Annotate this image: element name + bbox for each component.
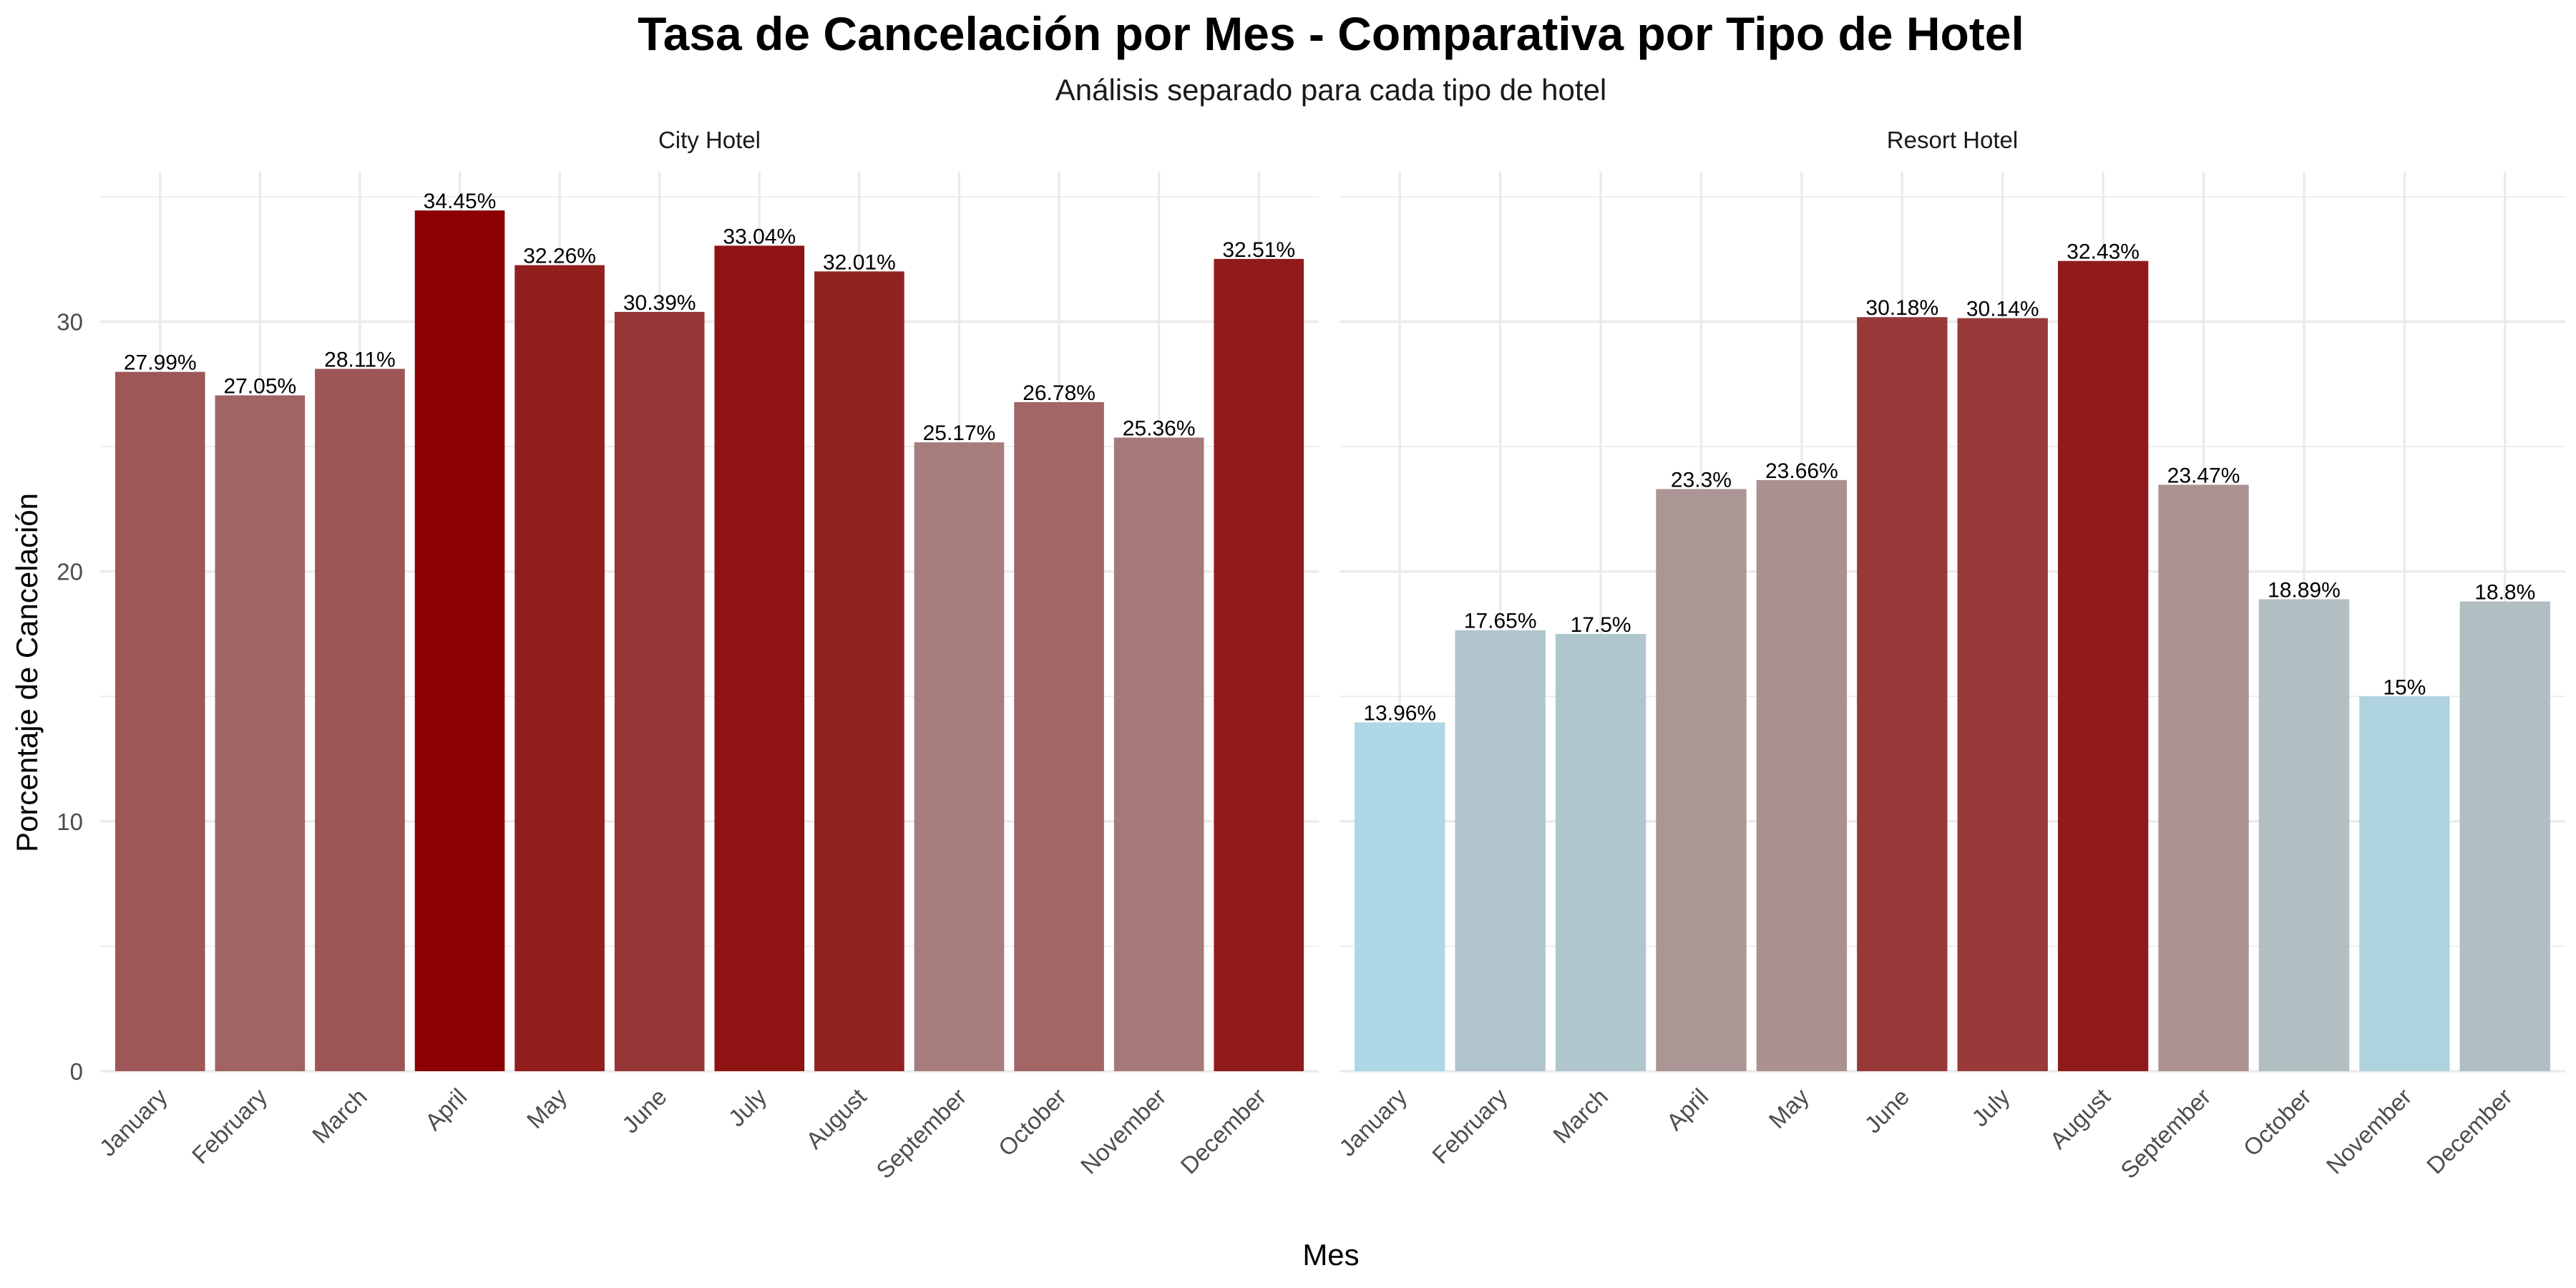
x-tick-label: August (2044, 1083, 2115, 1154)
y-tick-label: 20 (57, 559, 83, 585)
bar-value-label: 34.45% (424, 190, 497, 213)
bar-september (2158, 484, 2249, 1071)
x-tick-label: June (1859, 1083, 1914, 1138)
bar-value-label: 30.14% (1966, 298, 2039, 321)
bar-february (215, 395, 306, 1071)
bar-value-label: 27.99% (124, 351, 197, 375)
y-tick-label: 0 (70, 1058, 83, 1085)
bar-april (414, 210, 505, 1071)
y-tick-label: 30 (57, 309, 83, 336)
bar-value-label: 23.3% (1671, 468, 1732, 492)
bar-value-label: 32.43% (2067, 240, 2140, 264)
bar-value-label: 33.04% (723, 225, 796, 248)
bar-march (315, 369, 405, 1071)
x-tick-label: July (723, 1083, 772, 1131)
bar-value-label: 15% (2383, 675, 2426, 699)
bar-value-label: 13.96% (1363, 702, 1436, 726)
bar-value-label: 30.39% (623, 291, 696, 315)
x-tick-label: April (1662, 1083, 1714, 1136)
bar-value-label: 18.8% (2474, 581, 2535, 605)
bar-value-label: 23.66% (1765, 459, 1838, 483)
bar-june (1857, 317, 1948, 1072)
x-tick-label: June (617, 1083, 672, 1138)
bar-july (1957, 318, 2048, 1071)
x-tick-label: August (801, 1083, 872, 1154)
x-tick-label: May (1764, 1083, 1815, 1133)
panel-0: City Hotel 0 10 20 30 27.99% 27.05% 28.11% 34.45… (57, 127, 1319, 1184)
x-tick-label: July (1966, 1083, 2015, 1131)
x-tick-label: October (993, 1083, 1071, 1161)
bar-value-label: 25.17% (923, 421, 996, 445)
panel-1: Resort Hotel 13.96% 17.65% 17.5% 23.3% 23.66%… (1334, 127, 2565, 1184)
bar-value-label: 17.5% (1571, 613, 1631, 637)
panel-strip-label: Resort Hotel (1887, 127, 2018, 153)
bar-november (2359, 696, 2450, 1071)
y-axis-title: Porcentaje de Cancelación (10, 493, 44, 852)
chart-title: Tasa de Cancelación por Mes - Comparativ… (638, 7, 2024, 60)
x-tick-label: March (307, 1083, 372, 1148)
bar-may (1756, 479, 1848, 1071)
bar-october (1014, 401, 1104, 1071)
bar-june (614, 311, 705, 1071)
x-tick-label: October (2238, 1083, 2316, 1161)
bar-april (1656, 489, 1747, 1071)
bar-value-label: 25.36% (1123, 417, 1196, 441)
bar-november (1113, 437, 1204, 1071)
bar-value-label: 17.65% (1464, 610, 1537, 633)
panel-strip-label: City Hotel (658, 127, 761, 153)
bar-september (914, 442, 1005, 1071)
bar-value-label: 28.11% (324, 348, 396, 371)
bar-february (1455, 630, 1546, 1071)
y-tick-label: 10 (57, 809, 83, 835)
bar-august (814, 271, 904, 1071)
x-tick-label: November (1075, 1083, 1171, 1179)
x-axis-title: Mes (1302, 1238, 1359, 1272)
bar-january (1355, 722, 1445, 1071)
x-tick-label: March (1548, 1083, 1613, 1148)
bar-value-label: 27.05% (223, 375, 296, 399)
x-tick-label: February (187, 1083, 273, 1169)
bar-value-label: 18.89% (2268, 578, 2341, 602)
x-tick-label: May (522, 1083, 572, 1133)
bar-august (2057, 260, 2149, 1072)
bar-may (514, 265, 605, 1071)
x-tick-label: January (94, 1083, 173, 1161)
x-tick-label: December (2421, 1083, 2517, 1179)
x-tick-label: September (2115, 1083, 2215, 1184)
bar-december (1214, 258, 1304, 1072)
bar-value-label: 32.01% (823, 250, 896, 274)
bar-december (2459, 601, 2550, 1071)
bar-value-label: 26.78% (1023, 381, 1096, 405)
bar-january (114, 371, 205, 1071)
x-tick-label: November (2321, 1083, 2416, 1179)
panels-layer: City Hotel 0 10 20 30 27.99% 27.05% 28.11% 34.45… (57, 127, 2565, 1184)
bar-value-label: 30.18% (1865, 296, 1938, 320)
x-tick-label: February (1427, 1083, 1513, 1169)
x-tick-label: September (871, 1083, 971, 1184)
x-tick-label: April (420, 1083, 472, 1136)
bar-value-label: 32.51% (1222, 238, 1295, 262)
bar-value-label: 23.47% (2167, 464, 2240, 488)
chart-subtitle: Análisis separado para cada tipo de hote… (1055, 73, 1607, 107)
bar-october (2258, 599, 2350, 1071)
bar-march (1555, 633, 1646, 1071)
bar-july (714, 245, 805, 1072)
x-tick-label: January (1334, 1083, 1413, 1161)
bar-value-label: 32.26% (523, 245, 596, 268)
x-tick-label: December (1175, 1083, 1271, 1179)
